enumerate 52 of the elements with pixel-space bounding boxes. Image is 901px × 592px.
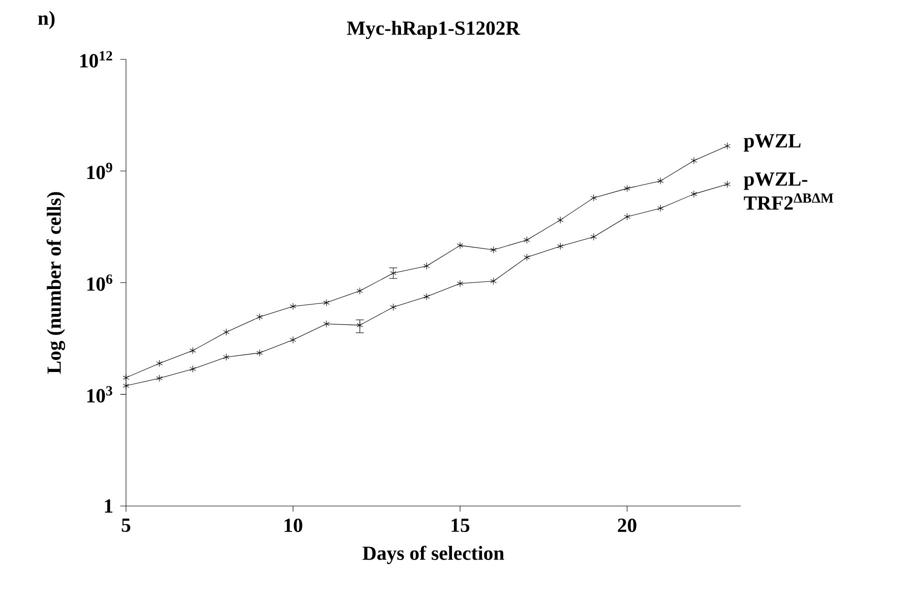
point xyxy=(590,233,597,240)
y-tick-label: 10$^{12}$ xyxy=(80,51,112,68)
point xyxy=(724,180,730,188)
point xyxy=(690,157,698,164)
point xyxy=(490,278,497,285)
point xyxy=(256,313,263,321)
x-tick-label: 15 xyxy=(452,518,470,532)
point xyxy=(690,190,698,198)
point xyxy=(456,280,464,288)
x-tick-label: 10 xyxy=(284,518,302,532)
point xyxy=(524,254,530,261)
series-label: pWZL xyxy=(744,134,801,152)
point xyxy=(223,353,230,361)
y-axis-title: Log (number of cells) xyxy=(46,192,66,374)
point xyxy=(390,270,396,277)
y-tick-label: 10$^{9}$ xyxy=(87,162,112,180)
y-tick-label: 10$^{6}$ xyxy=(87,274,112,291)
point xyxy=(156,374,163,382)
point xyxy=(724,142,730,150)
point xyxy=(424,262,430,270)
x-axis-title: Days of selection xyxy=(362,546,504,564)
point xyxy=(190,365,196,373)
x-tick-label: 5 xyxy=(122,518,130,532)
point xyxy=(290,302,296,310)
point xyxy=(590,194,597,202)
point xyxy=(624,184,630,192)
text: n) xyxy=(38,10,54,30)
point xyxy=(557,216,564,224)
y-tick-label: 10$^{3}$ xyxy=(87,386,112,403)
point xyxy=(256,349,263,356)
point xyxy=(490,246,497,254)
point xyxy=(122,374,130,382)
point xyxy=(190,346,196,354)
point xyxy=(290,336,296,344)
point xyxy=(456,242,464,250)
series-label: pWZL-TRF2$^{ΔBΔM}$ xyxy=(744,172,834,210)
y-tick-label: 1 xyxy=(104,499,112,513)
point xyxy=(356,287,363,295)
point xyxy=(657,204,664,212)
point xyxy=(624,213,630,220)
point xyxy=(657,177,664,185)
point xyxy=(424,293,430,300)
point xyxy=(223,328,230,336)
point xyxy=(122,382,130,390)
point xyxy=(390,304,396,311)
point xyxy=(524,236,530,244)
x-tick-label: 20 xyxy=(618,518,636,532)
point xyxy=(156,360,163,367)
chart-title: Myc-hRap1-S1202R xyxy=(347,20,520,40)
point xyxy=(557,242,564,250)
point xyxy=(323,299,330,306)
point xyxy=(323,320,330,328)
